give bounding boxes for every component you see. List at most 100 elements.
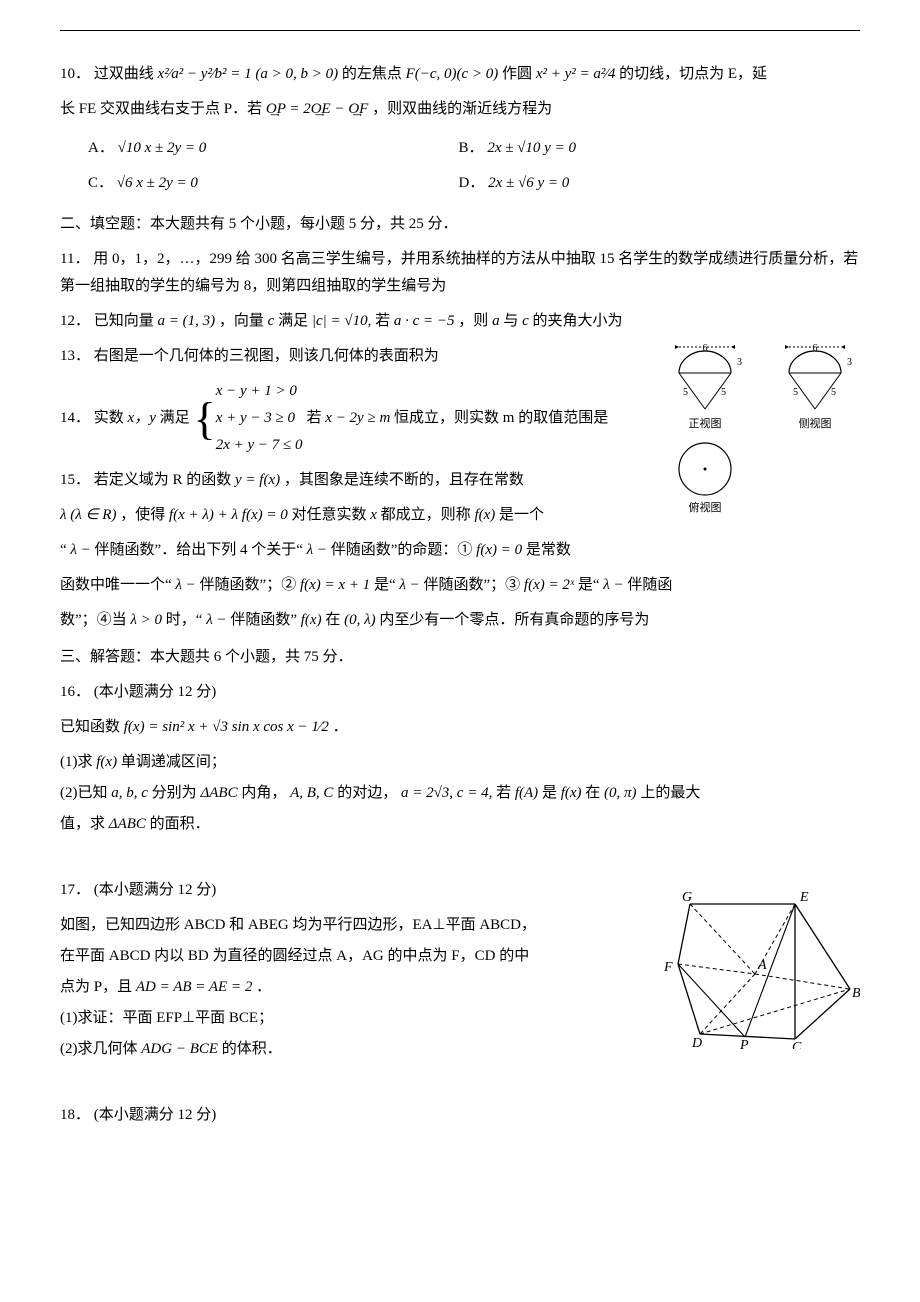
q14-b: 满足	[160, 410, 190, 426]
q12-avar: a	[492, 313, 500, 329]
fig-wrap-views: 13． 右图是一个几何体的三视图，则该几何体的表面积为 14． 实数 x，y 满…	[60, 343, 860, 529]
q15-eq3: f(x) = 0	[476, 542, 522, 558]
q14-d: 恒成立，则实数 m 的取值范围是	[394, 410, 608, 426]
q15-n: 伴随函数”；③	[423, 577, 523, 593]
q10-opt-b: B． 2x ± √10 y = 0	[459, 135, 830, 162]
q12-c: 满足	[278, 313, 308, 329]
q10-eq2: F(−c, 0)(c > 0)	[406, 66, 499, 82]
question-16-head: 16． (本小题满分 12 分)	[60, 679, 860, 706]
q13-text: 右图是一个几何体的三视图，则该几何体的表面积为	[94, 348, 439, 364]
q14-c: 若	[307, 410, 326, 426]
q14-eq: x − 2y ≥ m	[325, 410, 390, 426]
q10-l2b: ，则双曲线的渐近线方程为	[372, 101, 552, 117]
q16-tri: ΔABC	[200, 785, 237, 801]
q16-p2h: 上的最大	[640, 785, 700, 801]
q15-fx2: f(x)	[301, 612, 322, 628]
top-view-label: 俯视图	[660, 499, 750, 519]
q14-system: { x − y + 1 > 0 x + y − 3 ≥ 0 2x + y − 7…	[194, 378, 303, 459]
lbl-E: E	[799, 890, 809, 905]
question-10-line2: 长 FE 交双曲线右支于点 P．若 O͢P = 2O͢E − O͢F ，则双曲线…	[60, 96, 860, 123]
question-15-l4: 函数中唯一一个“ λ − 伴随函数”；② f(x) = x + 1 是“ λ −…	[60, 572, 860, 599]
q10-a-eq: √10 x ± 2y = 0	[118, 140, 207, 156]
q12-d: 若	[375, 313, 394, 329]
q16-eq: f(x) = sin² x + √3 sin x cos x − 1⁄2	[124, 719, 329, 735]
q15-fx: f(x)	[474, 507, 495, 523]
question-15-l3: “ λ − 伴随函数”．给出下列 4 个关于“ λ − 伴随函数”的命题：① f…	[60, 537, 860, 564]
front-view: 6 3 5 5 正视图	[660, 343, 750, 435]
geom-svg: G E F A B D P C	[660, 889, 860, 1049]
top-rule	[60, 30, 860, 31]
q16-p2b: 分别为	[152, 785, 201, 801]
q10-opt-c: C． √6 x ± 2y = 0	[88, 170, 459, 197]
q12-cvar: c	[268, 313, 275, 329]
q17-vol: ADG − BCE	[141, 1041, 218, 1057]
q15-eq5: f(x) = 2ˣ	[524, 577, 574, 593]
lbl-G: G	[682, 890, 692, 905]
question-18-head: 18． (本小题满分 12 分)	[60, 1102, 860, 1129]
top-view: 俯视图	[660, 439, 750, 519]
question-12: 12． 已知向量 a = (1, 3) ，向量 c 满足 |c| = √10, …	[60, 308, 860, 335]
q11-text: 用 0，1，2，…，299 给 300 名高三学生编号，并用系统抽样的方法从中抽…	[60, 251, 858, 294]
side-dim-3: 3	[847, 357, 852, 368]
q10-b-eq: 2x ± √10 y = 0	[487, 140, 576, 156]
q10-options: A． √10 x ± 2y = 0 B． 2x ± √10 y = 0 C． √…	[88, 131, 860, 201]
side-dim-6: 6	[813, 343, 818, 354]
q16-num: 16．	[60, 684, 90, 700]
q15-lam4: λ −	[399, 577, 419, 593]
q15-o: 是“	[578, 577, 600, 593]
q10-text-c: 作圆	[502, 66, 536, 82]
q10-a-label: A．	[88, 140, 114, 156]
q15-lam5: λ −	[603, 577, 623, 593]
q16-fA: f(A)	[515, 785, 538, 801]
q15-q: 数”；④当	[60, 612, 130, 628]
side-view-svg: 6 3 5 5	[771, 343, 859, 415]
q14-sys2: x + y − 3 ≥ 0	[216, 405, 303, 432]
q16-dot: ．	[333, 719, 348, 735]
q16-p1b: 单调递减区间；	[121, 754, 226, 770]
q17-l1: 如图，已知四边形 ABCD 和 ABEG 均为平行四边形，EA⊥平面 ABCD，	[60, 912, 645, 939]
q10-opt-d: D． 2x ± √6 y = 0	[459, 170, 830, 197]
q16-p1a: (1)求	[60, 754, 96, 770]
q15-i: 伴随函数”的命题：①	[331, 542, 476, 558]
question-10: 10． 过双曲线 x²⁄a² − y²⁄b² = 1 (a > 0, b > 0…	[60, 61, 860, 88]
section-3-header: 三、解答题：本大题共 6 个小题，共 75 分．	[60, 644, 860, 671]
q10-text-b: 的左焦点	[342, 66, 406, 82]
q10-eq4: O͢P = 2O͢E − O͢F	[266, 101, 368, 117]
q15-h: 伴随函数”．给出下列 4 个关于“	[95, 542, 303, 558]
q15-eq6: λ > 0	[130, 612, 162, 628]
q15-b: ，其图象是连续不断的，且存在常数	[284, 472, 524, 488]
q15-c: ，使得	[120, 507, 169, 523]
q10-text-d: 的切线，切点为 E，延	[619, 66, 767, 82]
q14-sys-lines: x − y + 1 > 0 x + y − 3 ≥ 0 2x + y − 7 ≤…	[216, 378, 303, 459]
lbl-C: C	[792, 1040, 802, 1049]
q15-r: 时，“	[166, 612, 203, 628]
q13-num: 13．	[60, 348, 90, 364]
q14-left: 14． 实数 x，y 满足	[60, 405, 190, 432]
q10-eq3: x² + y² = a²⁄4	[536, 66, 616, 82]
q10-num: 10．	[60, 66, 90, 82]
q10-opt-a: A． √10 x ± 2y = 0	[88, 135, 459, 162]
q11-num: 11．	[60, 251, 89, 267]
q16-pts: (本小题满分 12 分)	[94, 684, 217, 700]
side-dim-5l: 5	[793, 387, 798, 398]
q18-pts: (本小题满分 12 分)	[94, 1107, 217, 1123]
q12-eq2: |c| = √10,	[312, 313, 372, 329]
q15-eq1: y = f(x)	[235, 472, 280, 488]
question-16-given: 已知函数 f(x) = sin² x + √3 sin x cos x − 1⁄…	[60, 714, 860, 741]
q17-pts: (本小题满分 12 分)	[94, 882, 217, 898]
q17-p2: (2)求几何体 ADG − BCE 的体积．	[60, 1036, 645, 1063]
lbl-F: F	[663, 960, 673, 975]
q17-l3b: ．	[256, 979, 271, 995]
q15-t: 在	[325, 612, 340, 628]
q18-num: 18．	[60, 1107, 90, 1123]
q14-sys1: x − y + 1 > 0	[216, 378, 303, 405]
q15-e: 都成立，则称	[381, 507, 475, 523]
front-dim-5r: 5	[721, 387, 726, 398]
q15-eq4: f(x) = x + 1	[300, 577, 370, 593]
q15-x: x	[370, 507, 377, 523]
q15-lam2: λ −	[307, 542, 327, 558]
side-view-label: 侧视图	[770, 415, 860, 435]
q15-lam6: λ −	[206, 612, 226, 628]
q17-p2a: (2)求几何体	[60, 1041, 141, 1057]
front-dim-5l: 5	[683, 387, 688, 398]
